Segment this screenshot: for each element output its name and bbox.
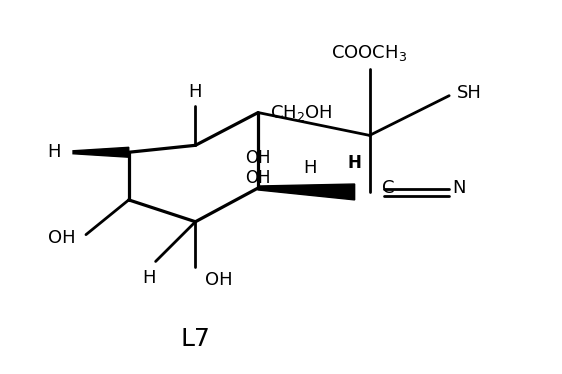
Text: COOCH$_3$: COOCH$_3$ [332, 43, 407, 63]
Text: H: H [348, 154, 361, 172]
Text: OH: OH [245, 169, 271, 187]
Polygon shape [258, 184, 355, 200]
Text: C: C [382, 179, 394, 197]
Text: OH: OH [48, 229, 76, 246]
Text: N: N [452, 179, 466, 197]
Text: H: H [303, 159, 316, 177]
Text: H: H [142, 269, 156, 287]
Polygon shape [73, 147, 129, 157]
Text: SH: SH [457, 84, 482, 102]
Text: H: H [48, 143, 61, 161]
Text: L7: L7 [180, 327, 210, 351]
Text: CH$_2$OH: CH$_2$OH [270, 102, 333, 123]
Text: OH: OH [205, 272, 233, 289]
Text: H: H [189, 83, 202, 101]
Text: OH: OH [245, 149, 271, 167]
